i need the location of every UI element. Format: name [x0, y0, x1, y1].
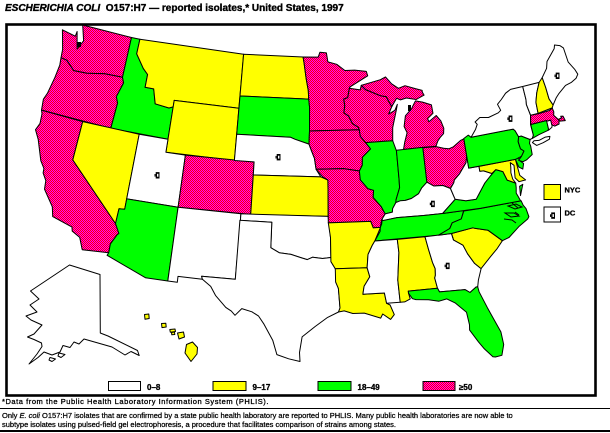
svg-text:9–17: 9–17	[253, 383, 271, 392]
svg-text:≥50: ≥50	[459, 383, 473, 392]
svg-text:18–49: 18–49	[358, 383, 381, 392]
svg-text:NYC: NYC	[565, 186, 581, 195]
svg-text:0–8: 0–8	[147, 383, 161, 392]
svg-text:DC: DC	[565, 209, 576, 218]
